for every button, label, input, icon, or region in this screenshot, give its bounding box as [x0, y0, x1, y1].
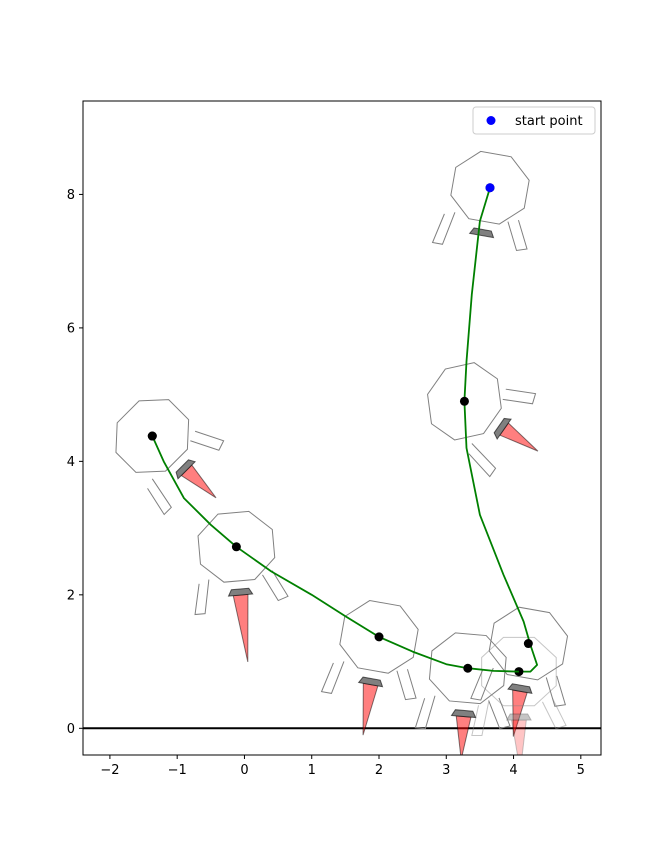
- x-tick-label: 2: [375, 763, 383, 778]
- start-point-marker-0: [485, 183, 495, 193]
- leg-right: [545, 675, 567, 707]
- axes-frame: [82, 100, 602, 756]
- thruster-flame: [510, 719, 527, 755]
- leg-right: [190, 430, 225, 451]
- robot-body: [450, 150, 530, 225]
- thruster-nozzle: [450, 709, 477, 719]
- x-tick-label: 3: [442, 763, 450, 778]
- robot-7: [414, 632, 511, 755]
- thruster-nozzle: [505, 713, 532, 721]
- keyframe-marker-1-3: [463, 663, 473, 673]
- keyframe-marker-1-1: [231, 542, 241, 552]
- robot-2: [470, 606, 569, 737]
- legend-label-start-point: start point: [515, 114, 583, 129]
- leg-left: [320, 661, 345, 694]
- y-axis: 0 2 4 6 8: [67, 188, 83, 737]
- x-tick-label: 0: [240, 763, 248, 778]
- leg-left: [147, 478, 172, 516]
- thruster-nozzle: [468, 227, 495, 239]
- plot-area: [83, 150, 601, 755]
- leg-right: [396, 669, 417, 701]
- robot-5: [194, 510, 289, 663]
- legend-marker-start-point: [486, 116, 496, 125]
- thruster-nozzle: [507, 683, 533, 694]
- x-tick-label: −1: [168, 763, 187, 778]
- robot-body: [427, 362, 502, 441]
- robot-body: [115, 399, 190, 473]
- robot-1: [427, 362, 539, 478]
- robot-body: [339, 600, 419, 674]
- trajectory-0: [463, 187, 538, 673]
- leg-left: [471, 701, 490, 736]
- x-tick-label: 1: [308, 763, 316, 778]
- thruster-nozzle: [227, 587, 254, 597]
- robot-body: [481, 636, 557, 707]
- keyframe-marker-0-2: [523, 639, 533, 649]
- robot-3: [471, 636, 567, 755]
- x-tick-label: 4: [509, 763, 517, 778]
- thruster-nozzle: [357, 676, 384, 688]
- leg-right: [542, 698, 567, 730]
- x-tick-label: −2: [100, 763, 119, 778]
- thruster-nozzle: [175, 459, 197, 480]
- keyframe-marker-0-1: [459, 396, 469, 406]
- y-tick-label: 8: [67, 188, 75, 203]
- robot-body: [197, 510, 276, 583]
- legend: start point: [472, 106, 596, 135]
- legend-box: [472, 106, 596, 135]
- start-point-marker-1: [147, 431, 157, 441]
- leg-left: [468, 443, 497, 478]
- x-axis: −2 −1 0 1 2 3 4 5: [100, 755, 585, 778]
- thruster-nozzle: [493, 417, 512, 440]
- robot-body: [428, 632, 507, 705]
- leg-right: [262, 570, 289, 602]
- leg-right: [507, 219, 528, 252]
- y-tick-label: 4: [67, 455, 75, 470]
- keyframe-marker-1-2: [374, 632, 384, 642]
- leg-right: [488, 697, 511, 730]
- robot-body: [488, 606, 569, 681]
- leg-left: [431, 212, 456, 245]
- robot-0: [431, 150, 530, 252]
- y-tick-label: 2: [67, 588, 75, 603]
- y-tick-label: 0: [67, 722, 75, 737]
- leg-left: [470, 667, 494, 701]
- leg-left: [194, 579, 210, 616]
- keyframe-marker-0-3: [514, 667, 524, 677]
- leg-right: [502, 388, 537, 405]
- y-tick-label: 6: [67, 321, 75, 336]
- robot-6: [320, 600, 419, 736]
- leg-left: [414, 695, 436, 730]
- x-tick-label: 5: [577, 763, 585, 778]
- robot-4: [115, 399, 225, 516]
